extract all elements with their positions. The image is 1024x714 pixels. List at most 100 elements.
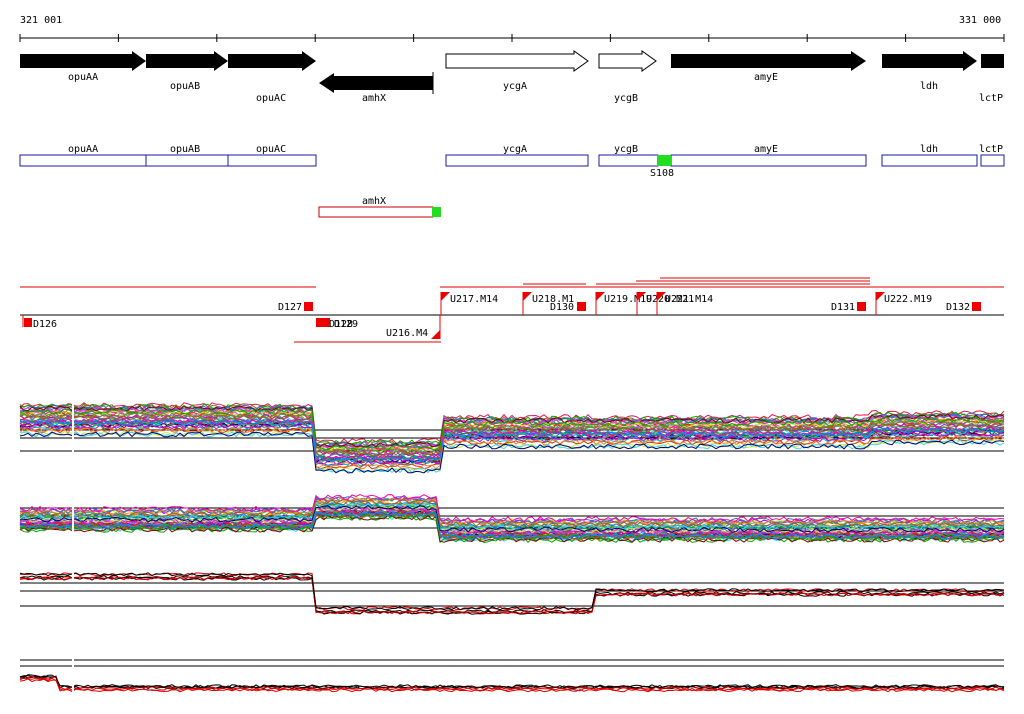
arrow-shape bbox=[671, 51, 866, 71]
arrow-shape bbox=[319, 73, 433, 93]
feature-label: U219.M19 bbox=[604, 294, 652, 305]
gene-label-opuAB: opuAB bbox=[170, 81, 200, 92]
marker bbox=[972, 302, 981, 311]
gene-arrow-track: opuAA opuAB opuAC amhX ycgA ycgB amyE bbox=[20, 50, 1004, 104]
arrow-shape bbox=[598, 50, 657, 72]
site-marker-box bbox=[432, 207, 441, 217]
expression-profile-line bbox=[19, 427, 1005, 470]
box-outline bbox=[670, 154, 867, 167]
site-marker-S108[interactable]: S108 bbox=[650, 155, 674, 179]
expression-panel-3 bbox=[19, 566, 1005, 615]
feature-D128[interactable]: D128 bbox=[316, 318, 353, 330]
gene-box-ycgA[interactable]: ycgA bbox=[445, 144, 589, 167]
feature-D127[interactable]: D127 bbox=[278, 302, 313, 313]
expression-profile-line bbox=[19, 424, 1005, 467]
expression-panel-2 bbox=[19, 493, 1005, 544]
reverse-box-amhX[interactable]: amhX bbox=[318, 196, 441, 218]
gene-box-ldh[interactable]: ldh bbox=[881, 144, 978, 167]
gene-arrow-ycgA[interactable]: ycgA bbox=[445, 50, 589, 92]
feature-U218-M1[interactable]: U218.M1 bbox=[522, 292, 574, 315]
arrow-shape bbox=[882, 51, 977, 71]
feature-label: U221.M14 bbox=[665, 294, 713, 305]
expression-profile-line bbox=[19, 430, 1005, 473]
coordinate-ruler: 321 001 331 000 bbox=[19, 15, 1005, 42]
feature-U217-M14[interactable]: U217.M14 bbox=[440, 292, 498, 315]
feature-D131[interactable]: D131 bbox=[831, 302, 866, 313]
end-coordinate: 331 000 bbox=[959, 15, 1001, 26]
feature-U219-M19[interactable]: U219.M19 bbox=[595, 292, 652, 315]
feature-label: U218.M1 bbox=[532, 294, 574, 305]
marker bbox=[857, 302, 866, 311]
gene-arrow-lctP[interactable]: lctP bbox=[979, 54, 1004, 104]
feature-D129[interactable]: D129 bbox=[322, 318, 358, 330]
marker bbox=[304, 302, 313, 311]
expression-profile-line bbox=[19, 412, 1005, 455]
box-label-amhX: amhX bbox=[362, 196, 386, 207]
box-outline bbox=[145, 154, 229, 167]
feature-U220-M21[interactable]: U220.M21 bbox=[636, 292, 694, 315]
feature-label: U216.M4 bbox=[386, 328, 428, 339]
gene-box-ycgB[interactable]: ycgB bbox=[598, 144, 659, 167]
expression-profile-line bbox=[19, 498, 1005, 528]
gene-arrow-opuAC[interactable]: opuAC bbox=[228, 51, 316, 104]
gene-box-opuAC[interactable]: opuAC bbox=[227, 144, 317, 167]
expression-panel-4 bbox=[19, 658, 1005, 695]
gene-arrow-ldh[interactable]: ldh bbox=[882, 51, 977, 92]
gene-arrow-ycgB[interactable]: ycgB bbox=[598, 50, 657, 104]
feature-U216-M4[interactable]: U216.M4 bbox=[386, 315, 441, 339]
expression-profile-line bbox=[19, 427, 1005, 470]
box-label-amyE: amyE bbox=[754, 144, 778, 155]
feature-label: D128 bbox=[329, 319, 353, 330]
expression-panel-1 bbox=[19, 398, 1005, 474]
marker bbox=[577, 302, 586, 311]
expression-profile-line bbox=[19, 678, 1005, 693]
gene-box-lctP[interactable]: lctP bbox=[979, 144, 1005, 167]
site-marker-box bbox=[657, 155, 671, 166]
expression-profile-line bbox=[19, 410, 1005, 453]
gene-label-amhX: amhX bbox=[362, 93, 386, 104]
gene-label-opuAC: opuAC bbox=[256, 93, 286, 104]
marker bbox=[24, 318, 32, 327]
expression-profile-line bbox=[19, 576, 1005, 615]
feature-U222-M19[interactable]: U222.M19 bbox=[875, 292, 932, 315]
gene-arrow-opuAB[interactable]: opuAB bbox=[146, 51, 228, 92]
feature-label: D129 bbox=[334, 319, 358, 330]
feature-U221-M14[interactable]: U221.M14 bbox=[656, 292, 713, 315]
expression-profile-line bbox=[19, 504, 1005, 533]
start-coordinate: 321 001 bbox=[20, 15, 62, 26]
feature-label: U222.M19 bbox=[884, 294, 932, 305]
feature-D126[interactable]: D126 bbox=[22, 315, 57, 330]
box-label-ycgA: ycgA bbox=[503, 144, 527, 155]
marker bbox=[316, 318, 325, 327]
gene-box-opuAB[interactable]: opuAB bbox=[145, 144, 229, 167]
gene-label-ldh: ldh bbox=[920, 81, 938, 92]
box-label-opuAB: opuAB bbox=[170, 144, 200, 155]
expression-profile-line bbox=[19, 493, 1005, 523]
gene-label-ycgA: ycgA bbox=[503, 81, 527, 92]
gene-arrow-opuAA[interactable]: opuAA bbox=[20, 51, 146, 83]
ruler-ticks bbox=[19, 34, 1005, 42]
expression-profile-line bbox=[19, 674, 1005, 689]
gene-box-opuAA[interactable]: opuAA bbox=[19, 144, 147, 167]
gene-arrow-amhX[interactable]: amhX bbox=[319, 72, 434, 104]
gene-box-amyE[interactable]: amyE bbox=[670, 144, 867, 167]
arrow-shape bbox=[445, 50, 589, 72]
box-label-opuAA: opuAA bbox=[68, 144, 98, 155]
expression-profile-line bbox=[19, 404, 1005, 447]
box-outline bbox=[318, 206, 434, 218]
site-label: S108 bbox=[650, 168, 674, 179]
marker bbox=[523, 292, 532, 301]
feature-D132[interactable]: D132 bbox=[946, 302, 981, 313]
gene-label-lctP: lctP bbox=[979, 93, 1003, 104]
feature-label: D130 bbox=[550, 302, 574, 313]
feature-label: D131 bbox=[831, 302, 855, 313]
marker bbox=[876, 292, 885, 301]
feature-D130[interactable]: D130 bbox=[550, 302, 586, 313]
gene-label-amyE: amyE bbox=[754, 72, 778, 83]
expression-profile-line bbox=[19, 408, 1005, 451]
box-outline bbox=[881, 154, 978, 167]
marker bbox=[657, 292, 666, 301]
gene-arrow-amyE[interactable]: amyE bbox=[671, 51, 866, 83]
marker bbox=[431, 330, 440, 339]
